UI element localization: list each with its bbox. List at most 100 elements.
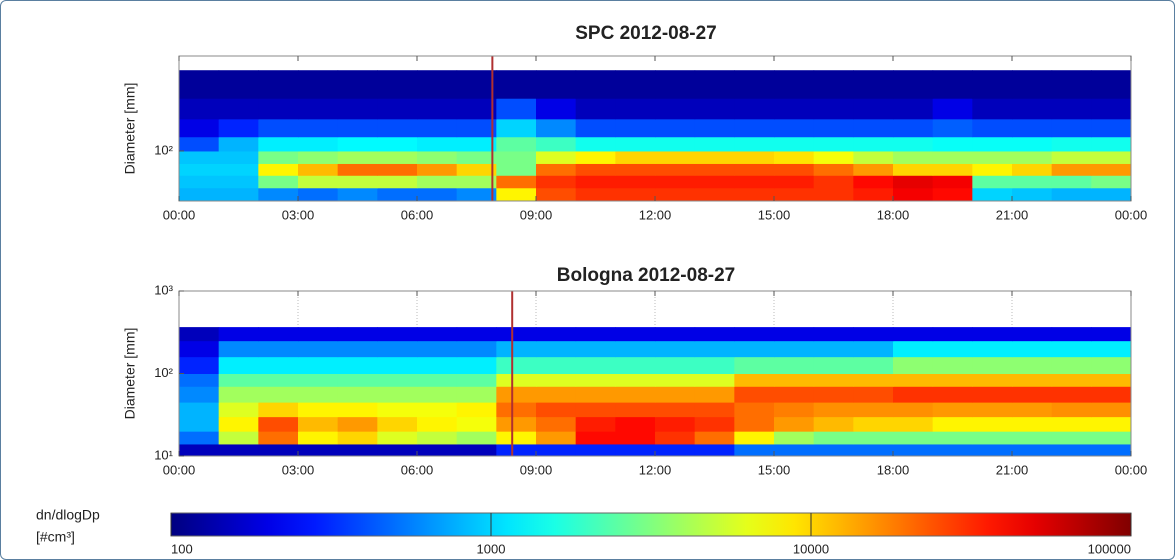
heatmap-cell xyxy=(179,187,220,202)
heatmap-cell xyxy=(1012,187,1053,202)
x-tick-label: 03:00 xyxy=(282,462,315,477)
heatmap-cell xyxy=(932,340,973,358)
heatmap-cell xyxy=(972,356,1013,374)
heatmap-cell xyxy=(932,163,973,176)
heatmap-cell xyxy=(1051,402,1092,418)
heatmap-cell xyxy=(536,340,577,358)
heatmap-cell xyxy=(496,340,537,358)
heatmap-cell xyxy=(218,187,259,202)
heatmap-cell xyxy=(496,416,537,432)
heatmap-cell xyxy=(298,136,339,152)
heatmap-cell xyxy=(496,150,537,164)
heatmap-cell xyxy=(615,327,656,342)
heatmap-cell xyxy=(456,175,497,189)
heatmap-cell xyxy=(298,118,339,138)
heatmap-cell xyxy=(337,118,378,138)
heatmap-cell xyxy=(813,150,854,164)
heatmap-cell xyxy=(853,163,894,176)
heatmap-cell xyxy=(258,431,299,445)
heatmap-cell xyxy=(575,327,616,342)
x-tick-label: 12:00 xyxy=(639,207,672,222)
heatmap-cell xyxy=(496,386,537,403)
heatmap-cell xyxy=(575,136,616,152)
heatmap-cell xyxy=(853,386,894,403)
heatmap-cell xyxy=(1051,327,1092,342)
heatmap-cell xyxy=(298,416,339,432)
heatmap-cell xyxy=(536,118,577,138)
heatmap-cell xyxy=(893,416,934,432)
heatmap-cell xyxy=(1091,373,1132,387)
heatmap-cell xyxy=(694,150,735,164)
heatmap-cell xyxy=(575,356,616,374)
heatmap-cell xyxy=(615,356,656,374)
heatmap-cell xyxy=(218,327,259,342)
heatmap-cell xyxy=(456,340,497,358)
heatmap-cell xyxy=(774,70,815,99)
heatmap-cell xyxy=(813,98,854,120)
heatmap-cell xyxy=(932,443,973,457)
heatmap-cell xyxy=(734,373,775,387)
heatmap-cell xyxy=(179,416,220,432)
heatmap-cell xyxy=(179,373,220,387)
heatmap-cell xyxy=(853,373,894,387)
heatmap-cell xyxy=(774,431,815,445)
heatmap-cell xyxy=(258,175,299,189)
heatmap-cell xyxy=(774,175,815,189)
heatmap-cell xyxy=(298,150,339,164)
heatmap-cell xyxy=(218,373,259,387)
heatmap-cell xyxy=(179,98,220,120)
heatmap-cell xyxy=(813,163,854,176)
x-tick-label: 21:00 xyxy=(996,462,1029,477)
heatmap-cell xyxy=(456,136,497,152)
x-tick-label: 12:00 xyxy=(639,462,672,477)
heatmap-cell xyxy=(1012,327,1053,342)
heatmap-cell xyxy=(417,402,458,418)
heatmap-cell xyxy=(1012,431,1053,445)
heatmap-cell xyxy=(813,356,854,374)
heatmap-cell xyxy=(1091,187,1132,202)
heatmap-cell xyxy=(536,70,577,99)
heatmap-cell xyxy=(496,187,537,202)
heatmap-cell xyxy=(694,187,735,202)
heatmap-cell xyxy=(377,163,418,176)
heatmap-cell xyxy=(972,340,1013,358)
heatmap-cell xyxy=(179,327,220,342)
heatmap-cell xyxy=(615,386,656,403)
heatmap-cell xyxy=(615,150,656,164)
heatmap-cell xyxy=(1091,402,1132,418)
heatmap-cell xyxy=(893,373,934,387)
heatmap-cell xyxy=(536,373,577,387)
heatmap-cell xyxy=(1051,136,1092,152)
heatmap-cell xyxy=(615,98,656,120)
colorbar-tick-label: 100000 xyxy=(1088,541,1131,556)
heatmap-cell xyxy=(1051,187,1092,202)
heatmap-cell xyxy=(655,386,696,403)
heatmap-cell xyxy=(655,402,696,418)
heatmap-cell xyxy=(417,175,458,189)
heatmap-cell xyxy=(377,373,418,387)
x-tick-label: 00:00 xyxy=(163,207,196,222)
heatmap-cell xyxy=(456,70,497,99)
heatmap-cell xyxy=(377,98,418,120)
heatmap-cell xyxy=(655,70,696,99)
heatmap-cell xyxy=(893,327,934,342)
heatmap-cell xyxy=(1012,340,1053,358)
heatmap-cell xyxy=(893,118,934,138)
heatmap-cell xyxy=(813,136,854,152)
heatmap-cell xyxy=(615,187,656,202)
heatmap-cell xyxy=(893,175,934,189)
heatmap-cell xyxy=(1051,150,1092,164)
heatmap-cell xyxy=(179,431,220,445)
heatmap-cell xyxy=(298,70,339,99)
heatmap-cell xyxy=(1051,98,1092,120)
y-tick-label: 10² xyxy=(154,365,173,380)
heatmap-cell xyxy=(258,373,299,387)
heatmap-cell xyxy=(853,150,894,164)
heatmap-cell xyxy=(893,150,934,164)
heatmap-cell xyxy=(734,416,775,432)
heatmap-cell xyxy=(575,340,616,358)
colorbar-label: [#cm³] xyxy=(36,529,75,545)
heatmap-cell xyxy=(813,175,854,189)
heatmap-cell xyxy=(1051,70,1092,99)
heatmap-cell xyxy=(218,416,259,432)
